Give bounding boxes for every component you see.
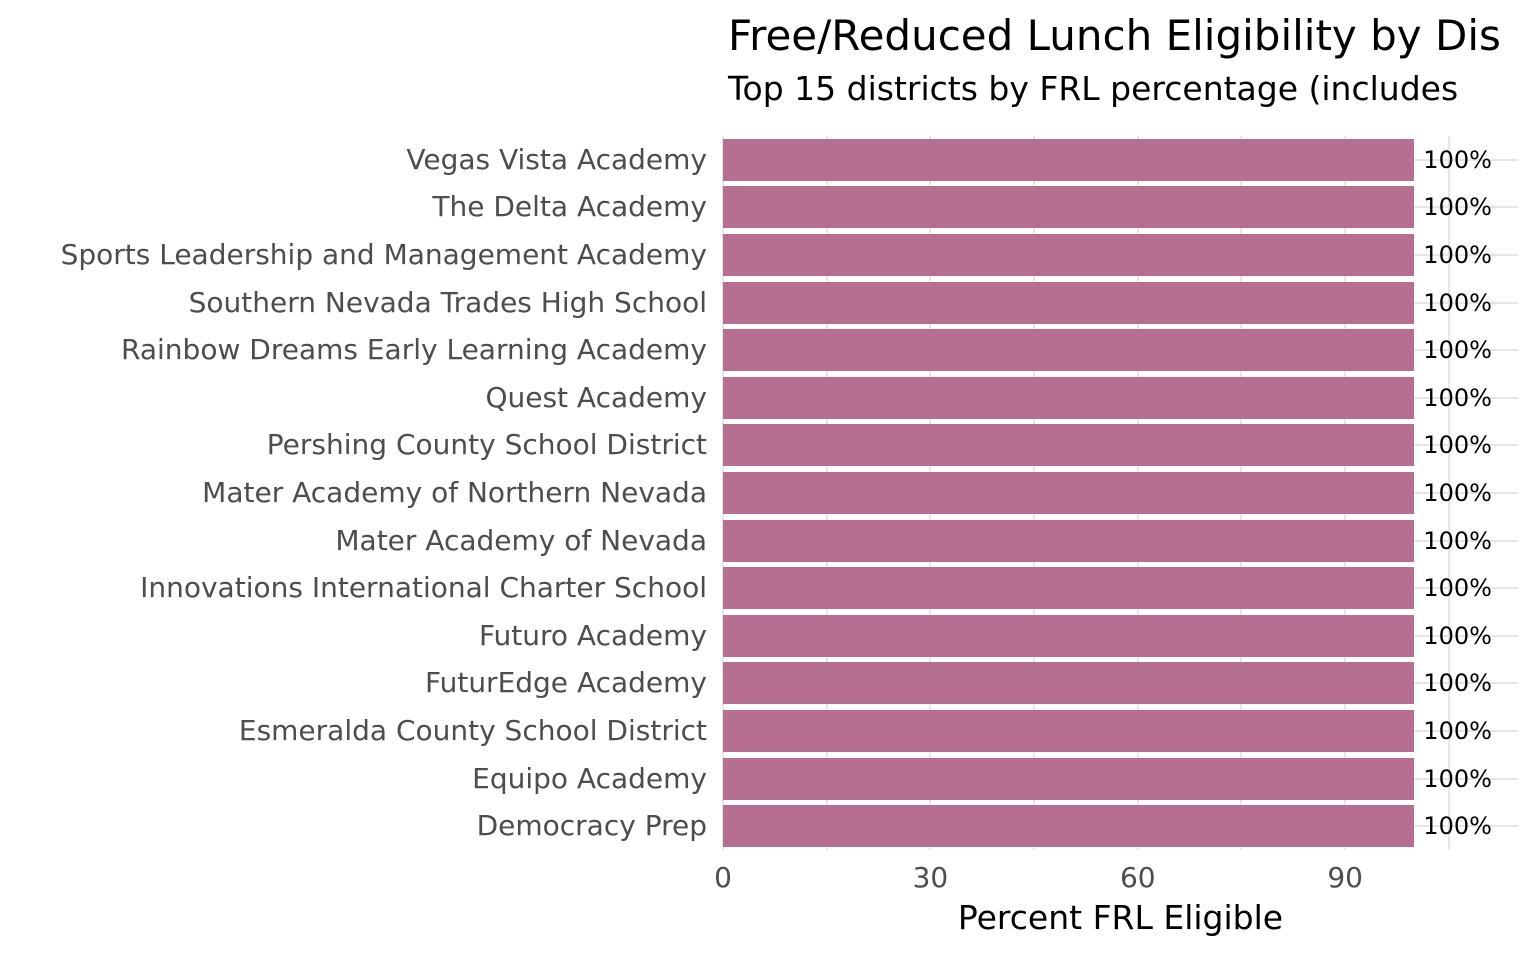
y-axis-label: Esmeralda County School District [238, 714, 707, 747]
y-axis-label: Innovations International Charter School [140, 571, 707, 605]
bar [723, 424, 1415, 467]
value-label: 100% [1423, 241, 1492, 269]
x-tick-label: 60 [1119, 861, 1156, 894]
y-axis-label: Mater Academy of Nevada [335, 523, 707, 557]
x-axis-ticks: 0 30 60 90 [714, 861, 1518, 895]
chart-subtitle: Top 15 districts by FRL percentage (incl… [728, 69, 1459, 108]
x-tick-label: 90 [1327, 861, 1363, 894]
y-axis-label: Sports Leadership and Management Academy [60, 238, 707, 271]
y-axis-label: Democracy Prep [476, 809, 707, 843]
value-label: 100% [1423, 479, 1492, 507]
value-label: 100% [1423, 526, 1492, 555]
bar [723, 472, 1415, 514]
y-axis-label: Quest Academy [485, 380, 707, 414]
y-axis-label: Rainbow Dreams Early Learning Academy [121, 333, 707, 367]
plot-panel: 100% 100% 100% 100% 100% 100% 100% 100% 100% 100%… [722, 136, 1518, 850]
y-axis-label: Southern Nevada Trades High School [188, 285, 707, 319]
value-label: 100% [1423, 621, 1492, 650]
bar [723, 757, 1415, 800]
value-label: 100% [1423, 431, 1492, 460]
bar [723, 186, 1415, 229]
value-label: 100% [1423, 764, 1492, 793]
value-label: 100% [1423, 717, 1492, 745]
y-axis-label: Pershing County School District [266, 428, 707, 462]
value-label: 100% [1423, 336, 1492, 365]
x-axis-title: Percent FRL Eligible [957, 898, 1284, 937]
value-label: 100% [1423, 145, 1492, 174]
value-label: 100% [1423, 669, 1492, 698]
y-axis-label: Vegas Vista Academy [406, 142, 707, 176]
value-label: 100% [1423, 193, 1492, 222]
bar [723, 662, 1415, 705]
value-label: 100% [1423, 812, 1492, 841]
bar [723, 234, 1415, 276]
value-label: 100% [1423, 383, 1492, 412]
y-axis-label: The Delta Academy [432, 190, 707, 224]
bar [723, 281, 1415, 324]
bar [723, 710, 1415, 752]
bar [723, 519, 1415, 562]
bar [723, 138, 1415, 181]
bar [723, 567, 1415, 610]
y-axis-labels: Vegas Vista Academy The Delta Academy Spor… [0, 136, 707, 850]
bar [723, 329, 1415, 372]
y-axis-label: Mater Academy of Northern Nevada [202, 476, 707, 509]
chart-title: Free/Reduced Lunch Eligibility by Dis [728, 11, 1501, 60]
y-axis-label: FuturEdge Academy [425, 666, 707, 700]
y-axis-label: Equipo Academy [472, 761, 707, 795]
bar [723, 805, 1415, 848]
x-tick-label: 0 [714, 861, 732, 894]
x-tick-label: 30 [912, 861, 949, 894]
bar [723, 614, 1415, 657]
y-axis-label: Futuro Academy [478, 618, 707, 652]
value-label: 100% [1423, 574, 1492, 603]
bar [723, 376, 1415, 419]
value-label: 100% [1423, 288, 1492, 317]
